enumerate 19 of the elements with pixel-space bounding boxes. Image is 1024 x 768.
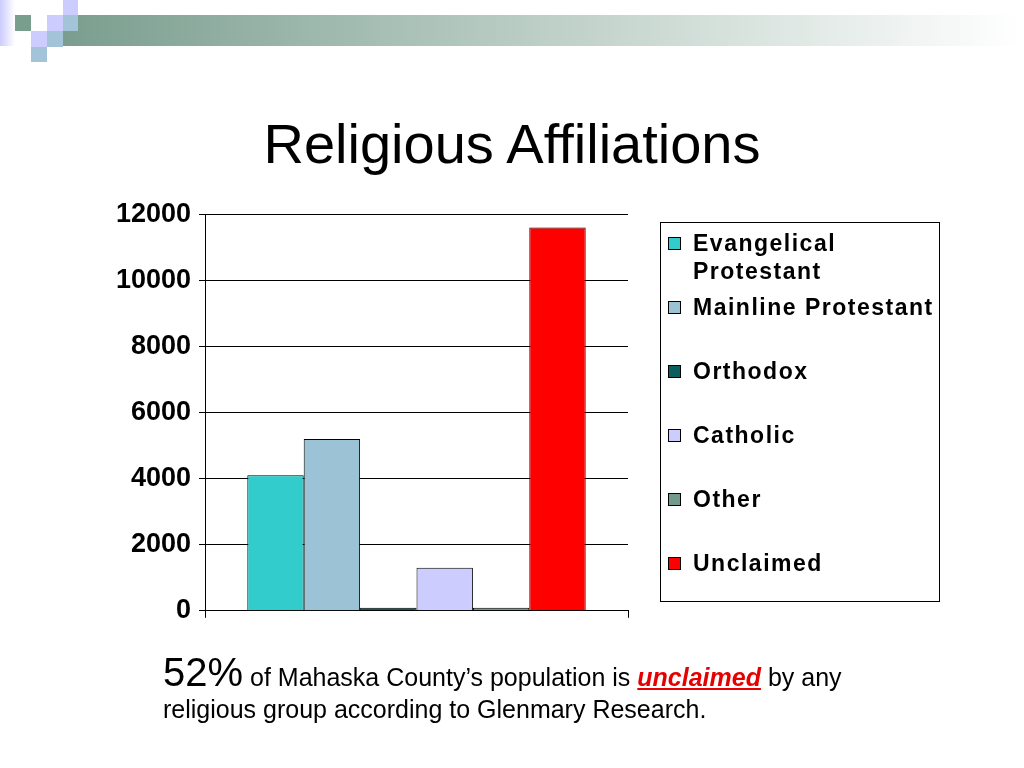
text: by any <box>767 663 842 691</box>
legend-label: Catholic <box>693 421 797 449</box>
y-tick-label: 4000 <box>130 462 191 493</box>
y-tick-label: 2000 <box>130 528 191 559</box>
legend-label: Evangelical Protestant <box>693 229 838 285</box>
text: religious group according to Glenmary Research. <box>163 695 707 723</box>
y-tick-label: 12000 <box>115 197 191 228</box>
y-tick-label: 10000 <box>115 263 191 294</box>
y-tick-label: 0 <box>175 594 191 625</box>
y-tick-label: 8000 <box>130 329 191 360</box>
legend-label: Other <box>693 485 763 513</box>
text: unclaimed <box>637 663 761 691</box>
chart-title: Religious Affiliations <box>262 112 762 175</box>
legend-label: Unclaimed <box>693 549 824 577</box>
legend-label: Orthodox <box>693 357 810 385</box>
legend-label: Mainline Protestant <box>693 293 935 321</box>
text: of Mahaska County’s population is <box>250 663 631 691</box>
y-tick-label: 6000 <box>130 395 191 426</box>
text: 52% <box>163 650 244 694</box>
